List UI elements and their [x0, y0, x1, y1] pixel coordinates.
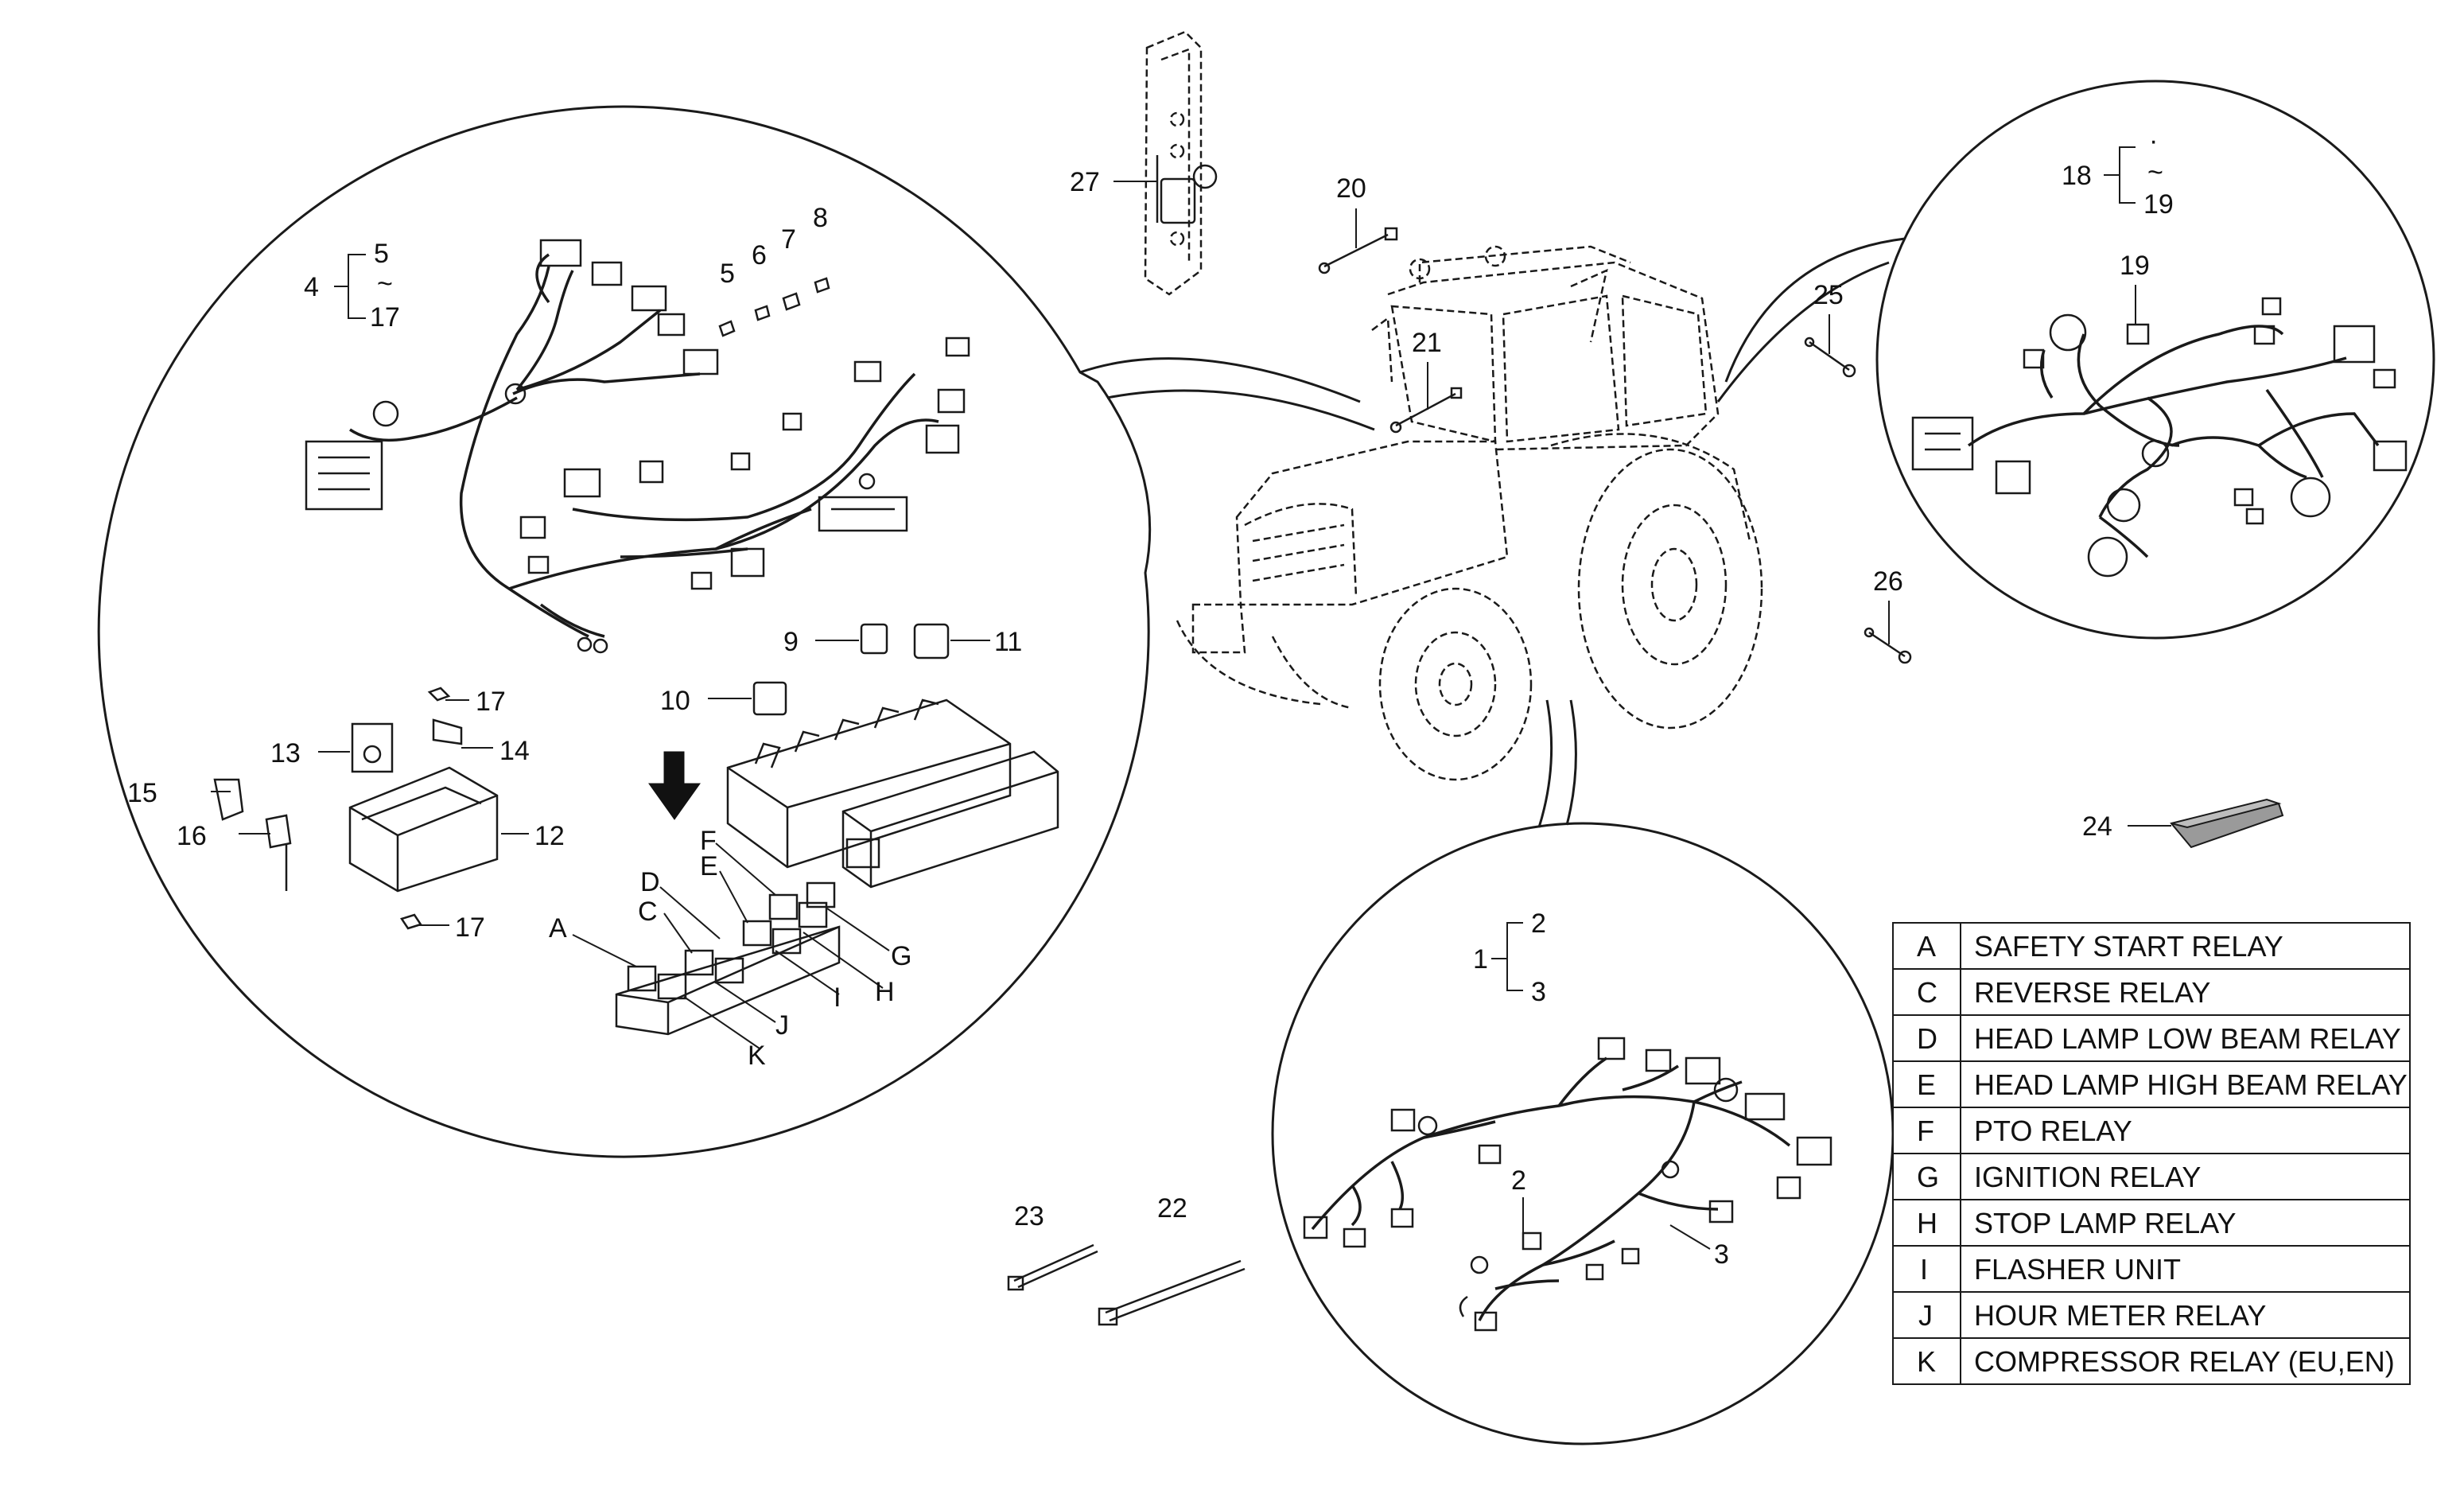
engine-harness-connectors: [1303, 1037, 1832, 1332]
callout-18: 18: [2062, 161, 2092, 191]
manual-24-face: [2171, 798, 2282, 829]
legend-key: K: [1917, 1345, 1936, 1378]
tractor-illustration: [1176, 245, 1763, 781]
engine-harness: [1311, 1056, 1791, 1321]
label-i: I: [834, 982, 841, 1013]
callout-18-dot: ·: [2149, 126, 2158, 156]
legend-key: C: [1917, 976, 1937, 1009]
cab-harness: [1967, 325, 2380, 558]
callout-23: 23: [1014, 1201, 1044, 1231]
legend-key: F: [1917, 1115, 1934, 1147]
callout-4: 4: [304, 272, 319, 302]
callout-16: 16: [177, 821, 207, 851]
relay-block: [615, 881, 841, 1036]
callout-14: 14: [499, 736, 530, 766]
callout-7: 7: [781, 224, 796, 255]
label-f: F: [700, 826, 717, 856]
relays-9-11: [752, 623, 950, 716]
callout-1-to: 3: [1531, 977, 1546, 1007]
callout-5: 5: [720, 259, 735, 289]
label-j: J: [775, 1010, 789, 1041]
callout-24: 24: [2082, 811, 2112, 842]
legend-label: HOUR METER RELAY: [1974, 1299, 2266, 1332]
label-k: K: [748, 1041, 766, 1071]
label-c: C: [638, 897, 658, 927]
label-e: E: [700, 851, 718, 881]
callout-8: 8: [813, 203, 828, 233]
legend-key: G: [1917, 1161, 1939, 1193]
legend-label: IGNITION RELAY: [1974, 1161, 2201, 1193]
callout-20: 20: [1336, 173, 1366, 204]
detail-circle-right: [1875, 80, 2435, 640]
callout-22: 22: [1157, 1193, 1187, 1224]
loose-parts: [1007, 227, 1912, 1326]
legend-label: COMPRESSOR RELAY (EU,EN): [1974, 1345, 2395, 1378]
callout-4-tilde: ~: [377, 269, 393, 299]
down-arrow-icon: [648, 751, 701, 820]
callout-11: 11: [994, 627, 1022, 657]
callout-3: 3: [1714, 1239, 1729, 1270]
legend-key: I: [1920, 1253, 1928, 1286]
callout-15: 15: [127, 778, 157, 808]
callout-1-from: 2: [1531, 908, 1546, 939]
callout-17-top: 17: [476, 687, 506, 717]
callout-13: 13: [270, 738, 301, 768]
callout-12: 12: [534, 821, 565, 851]
legend-label: PTO RELAY: [1974, 1115, 2132, 1147]
legend-key: E: [1917, 1068, 1936, 1101]
label-h: H: [875, 977, 895, 1007]
callout-19-range: 19: [2143, 189, 2174, 220]
callout-17-bottom: 17: [455, 912, 485, 943]
callout-4-to: 17: [370, 302, 400, 333]
callout-4-from: 5: [374, 239, 389, 269]
callout-19: 19: [2120, 251, 2150, 281]
legend-label: HEAD LAMP LOW BEAM RELAY: [1974, 1022, 2401, 1055]
leader-band-bottom: [1537, 699, 1577, 828]
terminals-5-8: [718, 277, 830, 337]
leader-band-right: [1716, 237, 1906, 403]
legend-key: J: [1918, 1299, 1933, 1332]
callout-25: 25: [1813, 280, 1844, 310]
callout-26: 26: [1873, 566, 1903, 597]
callout-9: 9: [783, 627, 799, 657]
callout-labels: 27 20 21 25 26 24 23 22 18 · ~ 19 19 1 2…: [127, 126, 2174, 1270]
label-a: A: [549, 913, 567, 943]
sensor-27: [1156, 155, 1218, 224]
leader-lines: [211, 146, 2171, 1250]
leader-band-left: [1079, 357, 1375, 431]
legend-label: FLASHER UNIT: [1974, 1253, 2181, 1286]
legend-label: REVERSE RELAY: [1974, 976, 2210, 1009]
label-d: D: [640, 867, 660, 897]
detail-circles: [97, 80, 2435, 1445]
detail-circle-bottom: [1271, 822, 1895, 1445]
callout-2: 2: [1511, 1165, 1526, 1196]
legend-label: STOP LAMP RELAY: [1974, 1207, 2236, 1239]
harness-connectors: [305, 239, 970, 654]
legend-key: D: [1917, 1022, 1937, 1055]
callout-10: 10: [660, 686, 690, 716]
relay-legend-table: A SAFETY START RELAY C REVERSE RELAY D H…: [1892, 922, 2411, 1385]
legend-label: HEAD LAMP HIGH BEAM RELAY: [1974, 1068, 2408, 1101]
legend-label: SAFETY START RELAY: [1974, 930, 2283, 963]
fuse-box: [726, 698, 1059, 889]
label-g: G: [891, 941, 911, 971]
callout-6: 6: [752, 240, 767, 270]
cab-harness-connectors: [1911, 297, 2408, 578]
bracket-box: [213, 687, 499, 930]
callout-18-tilde: ~: [2147, 158, 2163, 188]
main-harness: [349, 253, 939, 638]
callout-1: 1: [1473, 944, 1488, 975]
callout-21: 21: [1412, 328, 1442, 358]
callout-27: 27: [1070, 167, 1100, 197]
legend-key: H: [1917, 1207, 1937, 1239]
frame-bracket-27: [1144, 30, 1203, 296]
legend-key: A: [1917, 930, 1936, 963]
detail-circle-left: [97, 105, 1152, 1158]
